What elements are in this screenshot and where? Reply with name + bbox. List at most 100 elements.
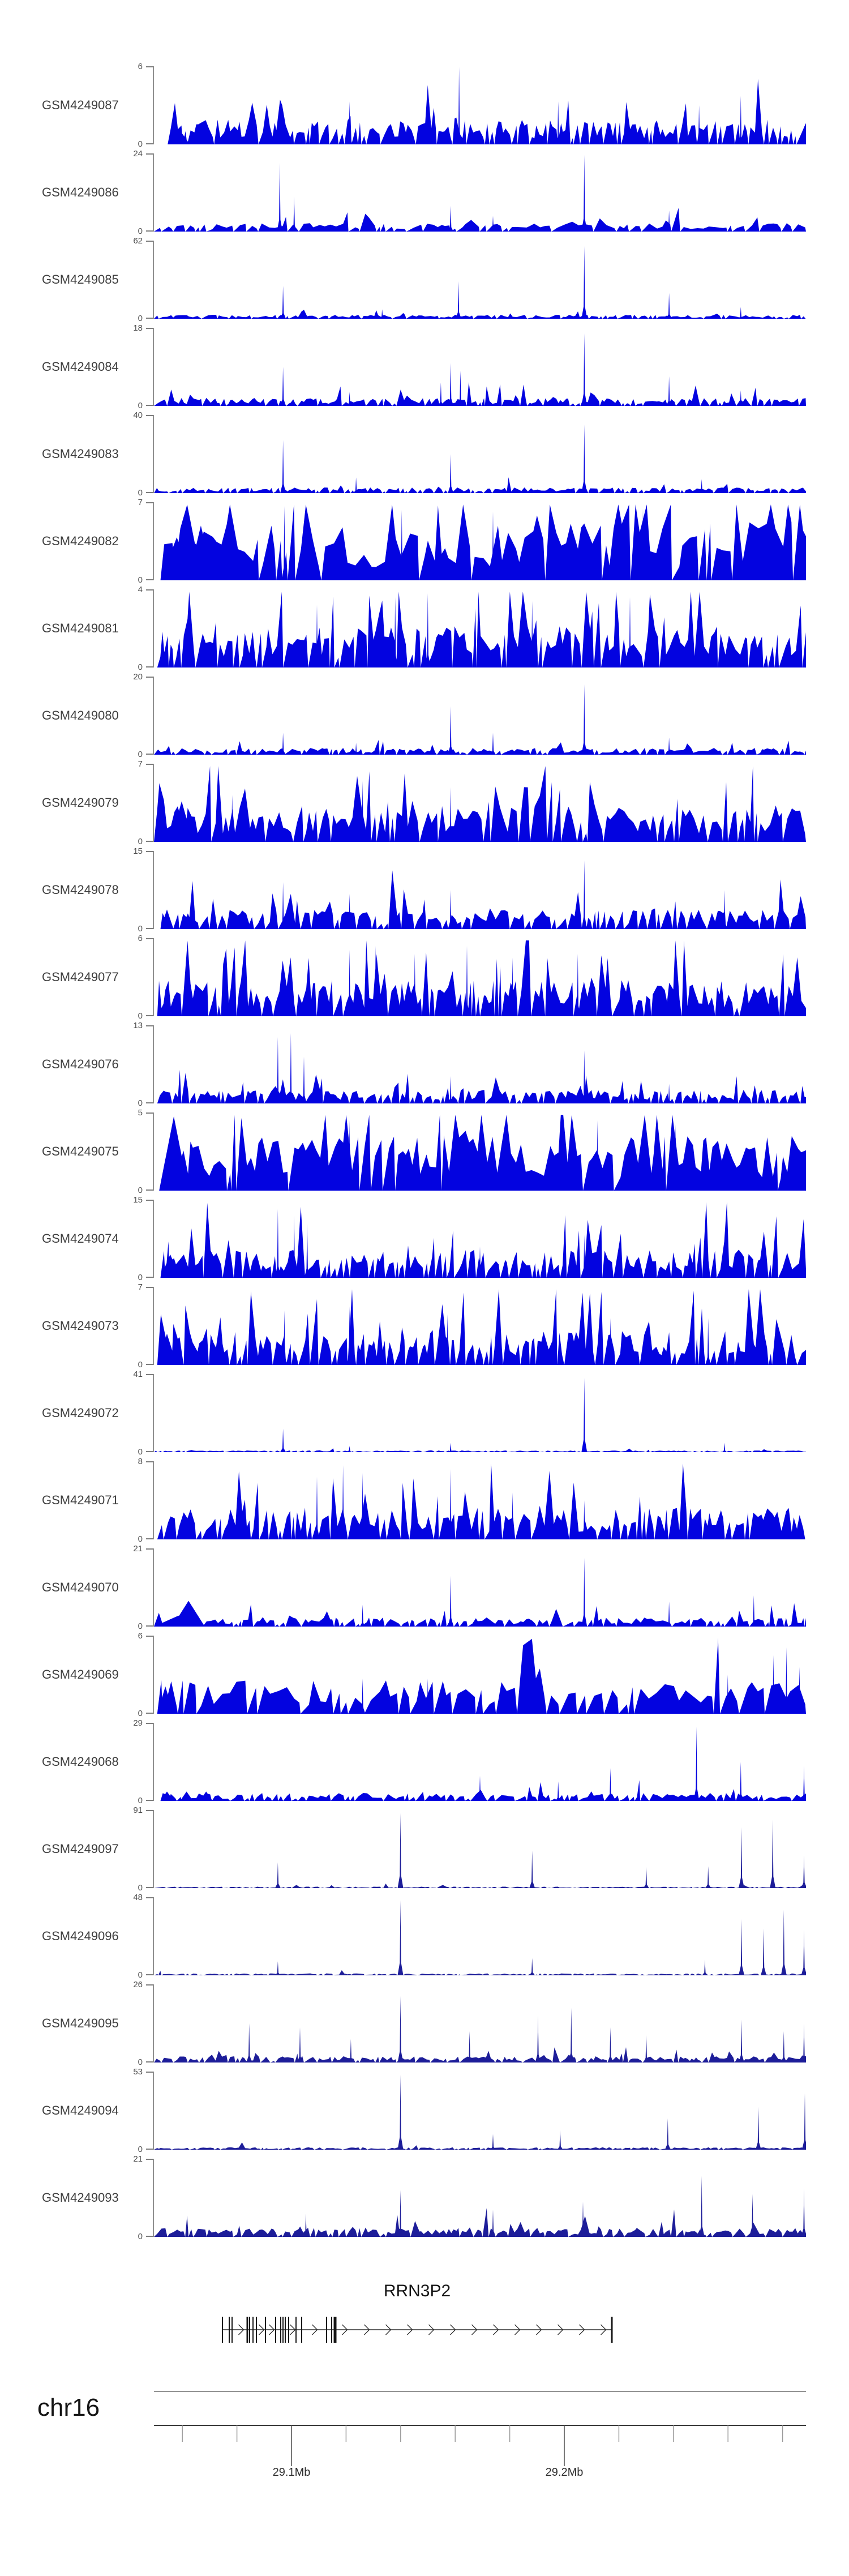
track-row: GSM4249080 20 0 <box>0 673 849 759</box>
strand-arrow-icon <box>558 2324 564 2335</box>
track-ymax-label: 26 <box>133 1980 143 1989</box>
track-y-tick <box>146 1112 153 1114</box>
track-y-tick <box>146 1538 153 1539</box>
track-y-tick <box>146 405 153 406</box>
track-label: GSM4249078 <box>42 883 119 897</box>
track-label: GSM4249077 <box>42 970 119 984</box>
track-row: GSM4249073 7 0 <box>0 1283 849 1369</box>
track-ymin-label: 0 <box>138 1360 143 1370</box>
track-ymin-label: 0 <box>138 750 143 759</box>
strand-arrow-icon <box>342 2324 348 2335</box>
track-label: GSM4249093 <box>42 2190 119 2205</box>
track-y-tick <box>146 153 153 155</box>
track-y-axis <box>153 1112 154 1191</box>
track-y-axis <box>153 502 154 580</box>
track-ymin-label: 0 <box>138 1621 143 1631</box>
track-signal <box>154 2074 806 2150</box>
track-y-axis <box>153 1200 154 1278</box>
track-row: GSM4249078 15 0 <box>0 847 849 933</box>
track-signal <box>157 1638 806 1714</box>
track-row: GSM4249086 24 0 <box>0 149 849 236</box>
exon-mark <box>611 2317 613 2343</box>
track-y-axis <box>153 938 154 1016</box>
track-y-axis <box>153 1548 154 1627</box>
track-signal <box>160 504 806 580</box>
track-y-axis <box>153 1723 154 1801</box>
track-y-axis <box>153 677 154 755</box>
track-row: GSM4249075 5 0 <box>0 1109 849 1195</box>
track-row: GSM4249087 6 0 <box>0 62 849 148</box>
track-label: GSM4249084 <box>42 360 119 374</box>
track-ymax-label: 29 <box>133 1718 143 1728</box>
track-y-tick <box>146 66 153 67</box>
strand-arrow-icon <box>493 2324 499 2335</box>
track-y-tick <box>146 1887 153 1888</box>
track-y-tick <box>146 841 153 842</box>
track-label: GSM4249072 <box>42 1406 119 1420</box>
track-label: GSM4249082 <box>42 534 119 548</box>
track-ymax-label: 24 <box>133 149 143 159</box>
strand-arrow-icon <box>312 2324 318 2335</box>
track-y-axis <box>153 1461 154 1539</box>
track-y-tick <box>146 754 153 755</box>
track-row: GSM4249084 18 0 <box>0 324 849 410</box>
track-y-tick <box>146 677 153 678</box>
track-row: GSM4249082 7 0 <box>0 498 849 584</box>
strand-arrow-icon <box>238 2324 245 2335</box>
track-signal <box>154 424 806 493</box>
track-signal <box>154 246 806 319</box>
track-label: GSM4249079 <box>42 795 119 810</box>
track-row: GSM4249069 6 0 <box>0 1632 849 1718</box>
track-label: GSM4249094 <box>42 2103 119 2117</box>
exon-mark <box>331 2317 332 2343</box>
track-y-axis <box>153 328 154 406</box>
track-ymin-label: 0 <box>138 1970 143 1980</box>
exon-mark <box>222 2317 223 2343</box>
exon-mark <box>333 2317 337 2343</box>
track-y-tick <box>146 938 153 939</box>
track-y-tick <box>146 1200 153 1201</box>
track-ymax-label: 6 <box>138 1631 143 1641</box>
exon-mark <box>256 2317 257 2343</box>
track-row: GSM4249071 8 0 <box>0 1457 849 1543</box>
track-y-axis <box>153 589 154 667</box>
track-label: GSM4249096 <box>42 1929 119 1943</box>
track-ymin-label: 0 <box>138 139 143 149</box>
track-label: GSM4249087 <box>42 98 119 112</box>
exon-mark <box>231 2317 233 2343</box>
track-signal <box>159 1115 806 1191</box>
strand-arrow-icon <box>601 2324 607 2335</box>
track-y-tick <box>146 764 153 765</box>
track-y-tick <box>146 666 153 667</box>
track-ymax-label: 4 <box>138 585 143 594</box>
track-y-axis <box>153 241 154 319</box>
track-y-axis <box>153 1810 154 1888</box>
track-label: GSM4249097 <box>42 1842 119 1856</box>
track-ymin-label: 0 <box>138 662 143 672</box>
track-y-tick <box>146 1897 153 1898</box>
strand-arrow-icon <box>259 2324 265 2335</box>
track-ymin-label: 0 <box>138 488 143 498</box>
track-label: GSM4249081 <box>42 621 119 635</box>
track-signal <box>154 1813 806 1888</box>
track-signal <box>154 1996 806 2062</box>
track-signal <box>157 1464 806 1539</box>
track-ymax-label: 48 <box>133 1893 143 1902</box>
track-signal <box>154 1900 806 1975</box>
track-row: GSM4249074 15 0 <box>0 1196 849 1282</box>
track-y-tick <box>146 2236 153 2237</box>
strand-arrow-icon <box>428 2324 435 2335</box>
track-signal <box>154 684 806 755</box>
gene-model-track <box>222 2317 613 2343</box>
track-y-axis <box>153 764 154 842</box>
track-label: GSM4249076 <box>42 1057 119 1071</box>
track-y-tick <box>146 230 153 232</box>
track-row: GSM4249070 21 0 <box>0 1544 849 1631</box>
track-y-tick <box>146 1974 153 1975</box>
track-label: GSM4249080 <box>42 708 119 722</box>
track-signal <box>154 333 806 406</box>
track-y-axis <box>153 851 154 929</box>
track-ymax-label: 20 <box>133 672 143 682</box>
track-row: GSM4249096 48 0 <box>0 1893 849 1979</box>
